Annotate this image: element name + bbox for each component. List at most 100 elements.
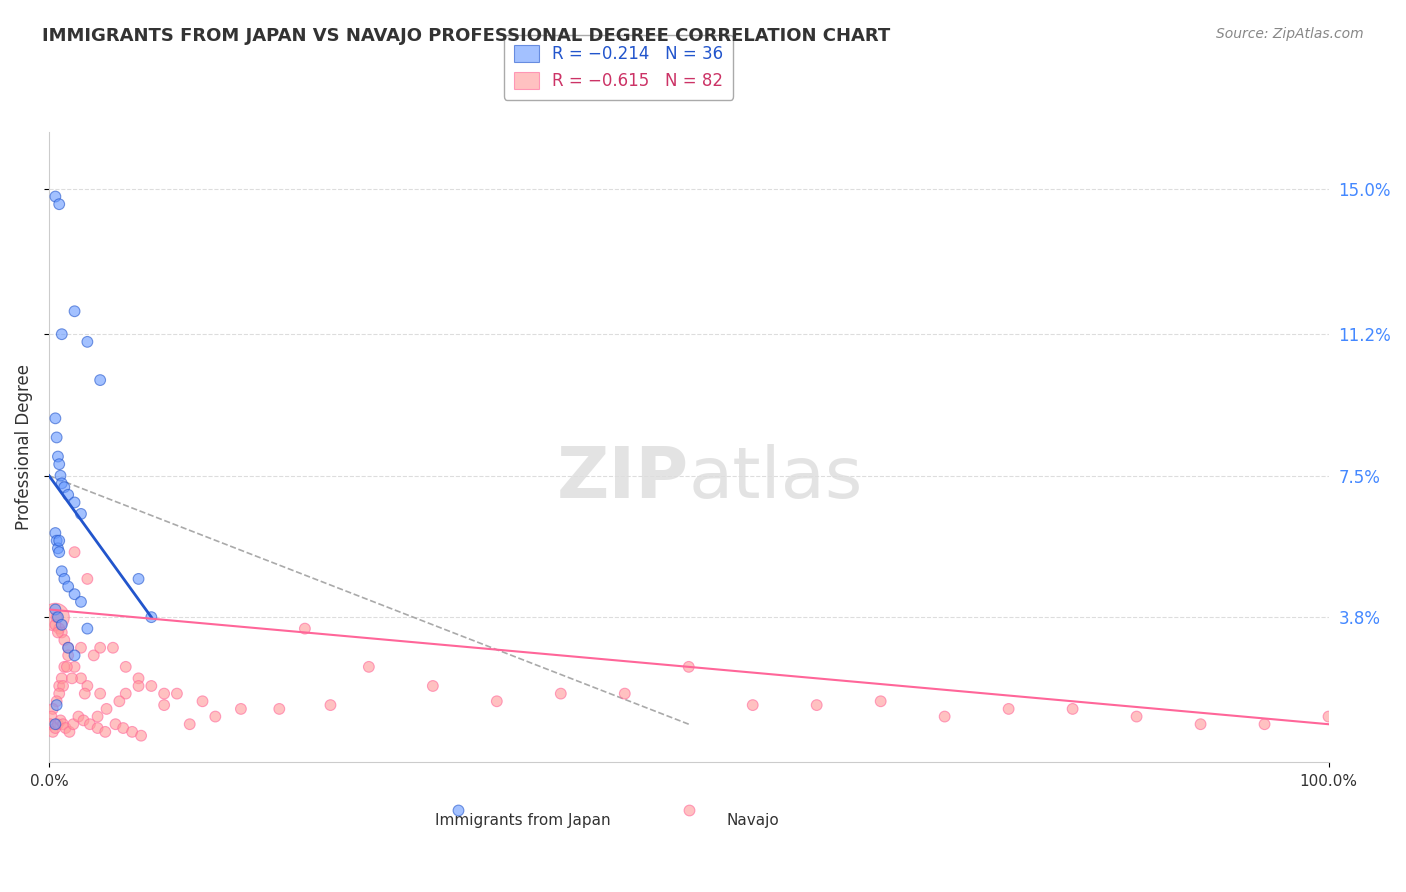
Point [48,622,70,636]
Point [141,610,163,624]
Point [52,679,75,693]
Point [44,411,66,425]
Point [70,671,93,685]
Point [48,197,70,211]
Point [63,545,86,559]
Point [76,572,98,586]
Point [48,457,70,471]
Point [48,687,70,701]
Point [869,694,891,708]
Point [63,304,86,318]
Point [112,721,135,735]
Point [153,687,176,701]
Point [89,640,111,655]
Point [89,687,111,701]
Point [128,572,150,586]
Point [179,717,201,731]
Point [1253,717,1275,731]
Point [48,679,70,693]
Point [48,533,70,548]
Point [44,189,66,203]
Point [49,714,72,728]
Point [46,625,69,640]
Point [153,698,176,712]
Point [741,698,763,712]
Point [79,717,101,731]
Point [422,679,444,693]
Point [56,640,79,655]
Point [44,721,66,735]
Point [357,660,380,674]
Point [121,724,143,739]
Text: Navajo: Navajo [727,813,779,828]
Point [56,488,79,502]
Point [114,687,136,701]
Point [229,702,252,716]
Point [45,698,67,712]
Point [70,507,93,521]
Point [1317,709,1340,723]
Point [1062,702,1084,716]
Point [53,572,76,586]
Point [45,610,67,624]
Point [46,450,69,464]
Point [114,660,136,674]
Text: Immigrants from Japan: Immigrants from Japan [434,813,610,828]
Point [44,717,66,731]
Point [104,717,127,731]
Point [128,679,150,693]
Point [1125,709,1147,723]
Point [86,721,108,735]
Point [997,702,1019,716]
Point [678,660,700,674]
Point [319,698,342,712]
Point [934,709,956,723]
Point [485,694,508,708]
Point [166,687,188,701]
Point [58,724,80,739]
Point [48,545,70,559]
Point [89,373,111,387]
Point [51,327,73,342]
Point [62,717,84,731]
Point [73,687,96,701]
Point [53,633,76,648]
Point [76,334,98,349]
Point [70,640,93,655]
Point [63,660,86,674]
Point [44,610,66,624]
Point [60,671,83,685]
Text: IMMIGRANTS FROM JAPAN VS NAVAJO PROFESSIONAL DEGREE CORRELATION CHART: IMMIGRANTS FROM JAPAN VS NAVAJO PROFESSI… [42,27,890,45]
Point [52,717,75,731]
Point [1189,717,1212,731]
Point [63,648,86,663]
Point [42,724,65,739]
Point [56,648,79,663]
Point [45,694,67,708]
Point [55,721,77,735]
Point [53,480,76,494]
Point [141,679,163,693]
Point [96,702,118,716]
Text: 100.0%: 100.0% [1299,773,1358,789]
Point [63,495,86,509]
Point [56,660,79,674]
Point [49,468,72,483]
Point [56,580,79,594]
Point [44,617,66,632]
Point [269,702,291,716]
Point [76,622,98,636]
Point [108,694,131,708]
Point [83,648,105,663]
Point [129,729,152,743]
Text: 0.0%: 0.0% [30,773,69,789]
Point [94,724,117,739]
Point [51,476,73,491]
Point [45,533,67,548]
Point [70,595,93,609]
Point [42,702,65,716]
Point [45,430,67,444]
Point [294,622,316,636]
Point [41,709,63,723]
Point [204,709,226,723]
